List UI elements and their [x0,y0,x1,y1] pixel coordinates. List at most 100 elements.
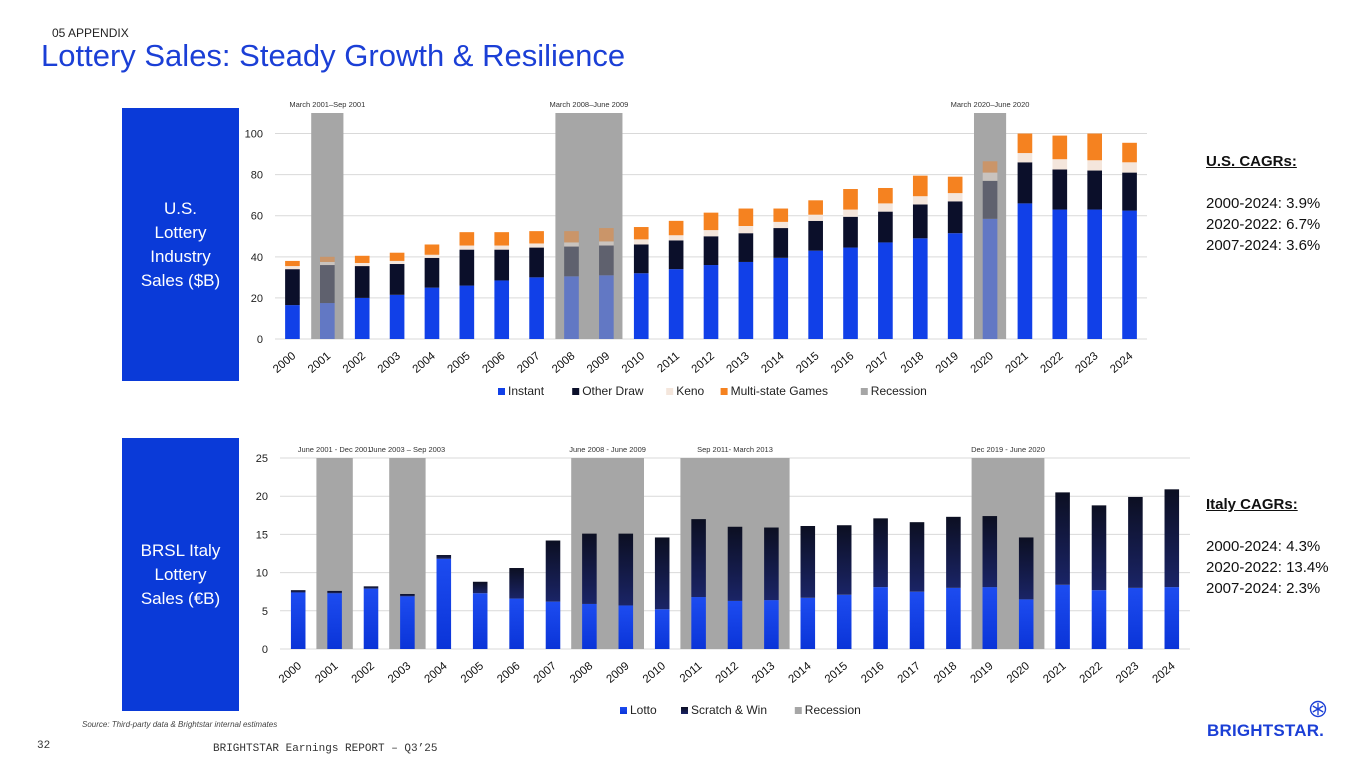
bar-scratch-win-2006 [509,568,524,599]
bar-keno-2023 [1087,160,1103,171]
bar-keno-2002 [354,262,370,267]
bar-instant-2000 [285,305,300,339]
recession-label: Dec 2019 - June 2020 [971,445,1045,454]
bar-instant-2018 [912,238,928,339]
bar-keno-2017 [878,203,893,212]
legend-entry: Recession [871,384,927,398]
bar-lotto-2009 [618,605,634,649]
bar-lotto-2006 [509,598,524,649]
bar-scratch-win-2019 [982,516,998,588]
x-tick-label: 2019 [968,660,995,686]
bar-instant-2021 [1017,203,1033,339]
italy-cagr-line: 2007-2024: 2.3% [1206,580,1321,597]
bar-lotto-2011 [691,597,706,649]
bar-multi-state-games-2007 [529,231,544,244]
page-number: 32 [37,740,51,752]
y-tick-label: 20 [256,491,268,503]
legend-swatch [620,707,627,714]
recession-label: June 2003 – Sep 2003 [370,445,445,454]
bar-multi-state-games-2011 [668,220,684,236]
bar-lotto-2007 [545,601,561,649]
bar-instant-2016 [843,247,858,339]
bar-scratch-win-2020 [1018,537,1034,600]
italy-cagr-panel: Italy CAGRs: 2000-2024: 4.3% 2020-2022: … [1206,494,1329,599]
bar-multi-state-games-2016 [843,189,858,210]
bar-keno-2018 [912,196,928,205]
bar-scratch-win-2003 [400,593,415,597]
legend-entry: Lotto [630,703,657,717]
bar-scratch-win-2004 [436,555,452,559]
us-sales-chart: 0 20 40 60 80 100 March 2001–Sep 2001 March 200… [245,100,1147,398]
source-note: Source: Third-party data & Brightstar in… [82,720,278,729]
bar-multi-state-games-2018 [912,175,928,197]
recession-overlay [311,113,344,339]
bar-instant-2023 [1087,209,1103,339]
bar-lotto-2015 [836,594,852,649]
x-tick-label: 2007 [532,660,559,686]
italy-box-line: BRSL Italy [140,540,221,560]
page-title: Lottery Sales: Steady Growth & Resilienc… [41,38,626,73]
bar-lotto-2000 [290,592,306,649]
bar-instant-2017 [878,242,893,339]
bar-keno-2011 [668,235,684,241]
italy-cagr-line: 2000-2024: 4.3% [1206,538,1321,555]
bar-other-draw-2004 [424,257,440,288]
bar-scratch-win-2005 [472,581,488,594]
bar-instant-2024 [1122,210,1137,339]
bar-instant-2012 [703,265,719,339]
us-box-line: Sales ($B) [140,270,221,290]
x-tick-label: 2014 [786,660,814,686]
bar-multi-state-games-2003 [389,252,405,261]
bar-lotto-2023 [1128,587,1143,649]
legend-swatch [860,388,868,395]
bar-scratch-win-2015 [836,525,852,595]
bar-scratch-win-2002 [363,586,379,589]
bar-lotto-2024 [1164,587,1180,649]
bar-scratch-win-2018 [946,516,961,588]
legend-swatch [720,388,728,395]
bar-multi-state-games-2019 [947,176,963,194]
recession-overlay [973,113,1007,339]
bar-other-draw-2022 [1052,169,1068,210]
bar-multi-state-games-2022 [1052,135,1068,160]
recession-label: June 2008 - June 2009 [569,445,646,454]
x-tick-label: 2021 [1041,660,1068,686]
legend-swatch [498,388,505,395]
x-tick-label: 2011 [678,660,705,685]
us-box-line: U.S. [163,198,198,218]
italy-cagr-line: 2020-2022: 13.4% [1206,559,1329,576]
bar-lotto-2017 [909,591,925,649]
bar-multi-state-games-2023 [1087,133,1103,161]
legend-entry: Keno [676,384,704,398]
bar-other-draw-2021 [1017,162,1033,204]
y-tick-label: 25 [256,453,268,465]
bar-multi-state-games-2000 [285,260,300,267]
bar-keno-2014 [773,221,789,229]
x-tick-label: 2023 [1114,660,1141,686]
bar-other-draw-2002 [354,266,370,298]
bar-scratch-win-2013 [764,527,779,601]
y-tick-label: 5 [262,606,268,618]
bar-keno-2012 [703,230,719,237]
italy-box-line: Lottery [154,564,207,584]
bar-lotto-2022 [1091,590,1107,649]
bar-lotto-2014 [800,597,816,649]
bar-lotto-2019 [982,587,998,649]
bar-multi-state-games-2012 [703,212,719,231]
bar-multi-state-games-2004 [424,244,440,255]
y-tick-label: 0 [257,334,263,346]
bar-scratch-win-2007 [545,540,561,602]
legend-swatch [794,707,802,714]
bar-keno-2010 [633,239,649,245]
bar-lotto-2021 [1055,584,1070,649]
bar-keno-2007 [529,243,544,248]
y-tick-label: 10 [256,568,268,580]
italy-sales-label-box: BRSL Italy Lottery Sales (€B) [122,438,239,711]
x-tick-label: 2020 [1005,660,1032,686]
x-tick-label: 2005 [459,660,486,686]
bar-scratch-win-2001 [327,590,342,594]
x-tick-label: 2018 [932,660,959,686]
bar-lotto-2018 [946,587,961,649]
bar-keno-2015 [808,214,823,221]
